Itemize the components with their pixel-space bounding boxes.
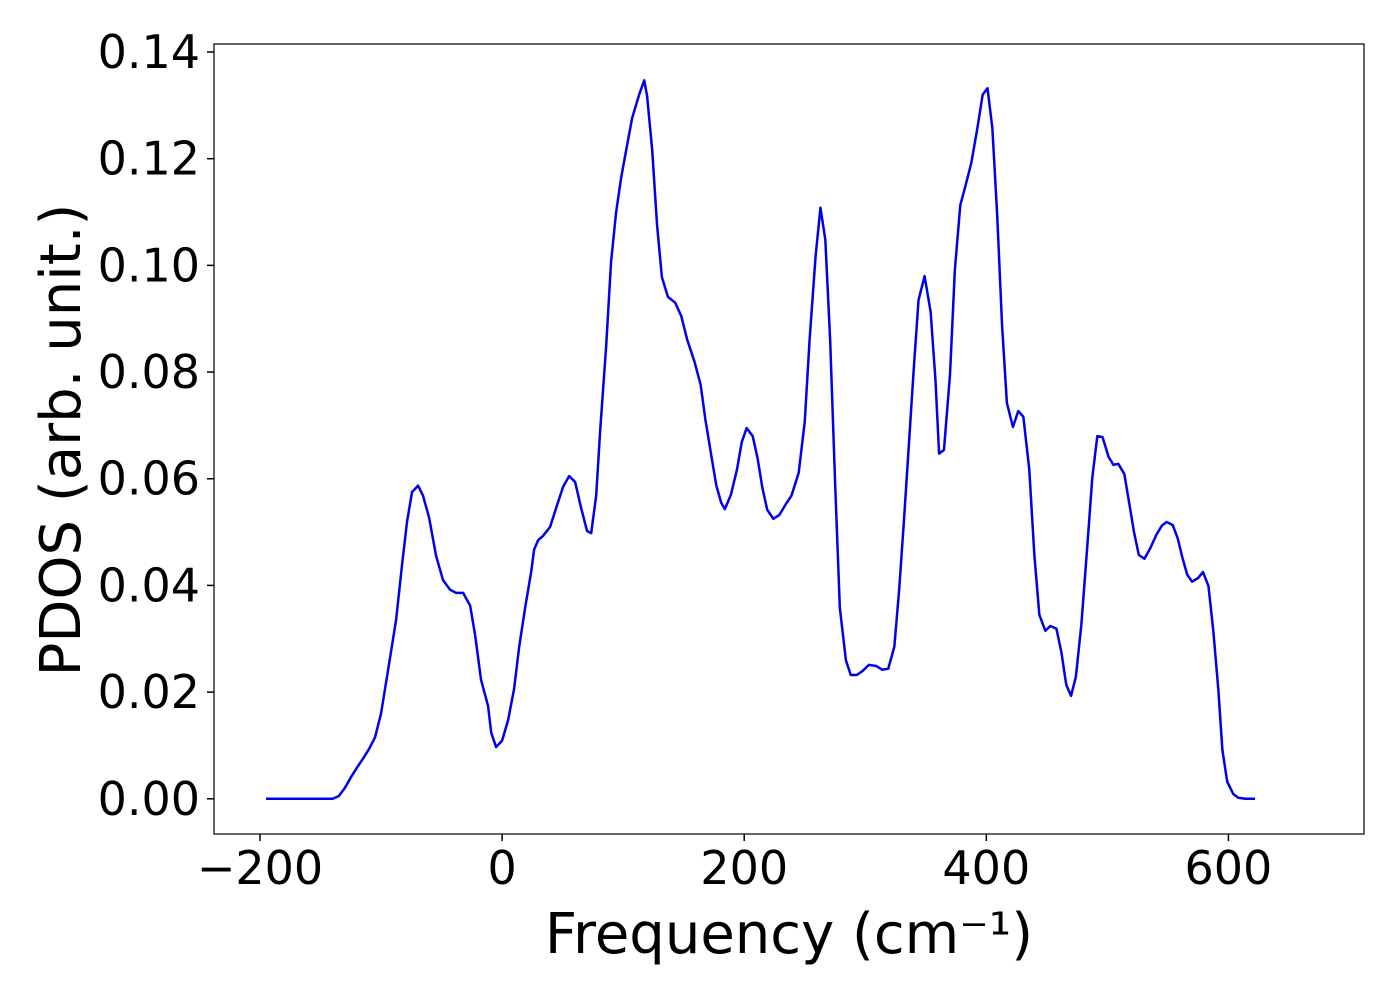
y-tick-label: 0.10 <box>98 238 200 292</box>
x-tick-label: 400 <box>942 841 1030 895</box>
plot-frame <box>213 43 1365 835</box>
x-tick-label: −200 <box>197 841 323 895</box>
x-tick-label: 200 <box>700 841 788 895</box>
y-tick-label: 0.08 <box>98 345 200 399</box>
y-tick-label: 0.04 <box>98 558 200 612</box>
x-axis-label: Frequency (cm⁻¹) <box>545 902 1033 967</box>
data-line <box>266 79 1256 801</box>
x-tick-label: 0 <box>487 841 516 895</box>
y-axis-label: PDOS (arb. unit.) <box>29 204 94 677</box>
y-tick-label: 0.06 <box>98 452 200 506</box>
y-tick-label: 0.14 <box>98 25 200 79</box>
y-tick-label: 0.02 <box>98 665 200 719</box>
y-tick-label: 0.12 <box>98 132 200 186</box>
y-tick-label: 0.00 <box>98 772 200 826</box>
x-tick-label: 600 <box>1185 841 1273 895</box>
